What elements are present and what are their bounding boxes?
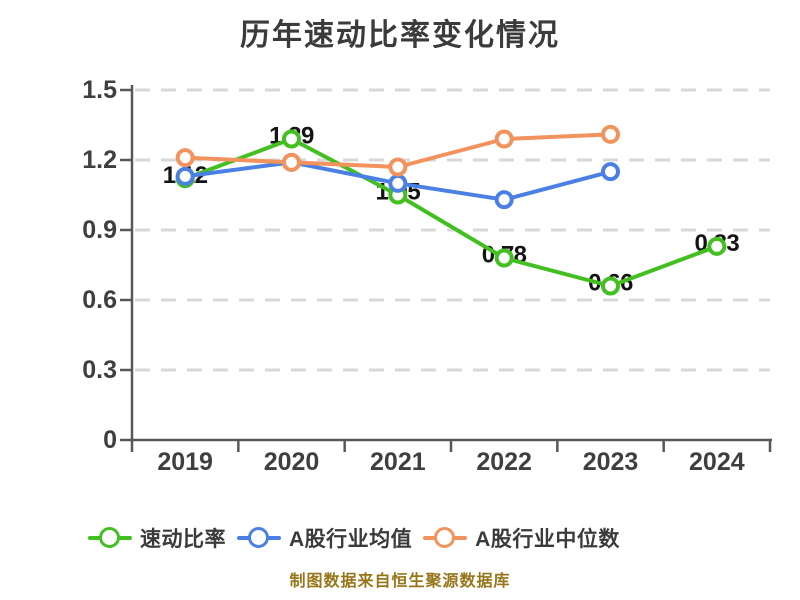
x-tick-label: 2019	[157, 448, 213, 476]
a-share-industry-mean-marker	[175, 166, 195, 186]
a-share-industry-mean-legend-marker-icon	[237, 527, 281, 549]
a-share-industry-mean-marker	[388, 173, 408, 193]
quick-ratio-line	[183, 137, 719, 288]
y-tick-label: 0.3	[82, 356, 117, 384]
a-share-industry-mean-marker	[601, 162, 620, 182]
quick-ratio-marker	[601, 276, 620, 296]
a-share-industry-median-legend-marker-icon	[423, 527, 468, 549]
x-tick-label: 2023	[582, 448, 639, 476]
a-share-industry-median-marker	[601, 124, 620, 144]
a-share-industry-median-marker	[175, 148, 195, 168]
legend-item-a-share-industry-mean: A股行业均值	[237, 523, 412, 553]
quick-ratio-legend-label: 速动比率	[140, 528, 226, 551]
quick-ratio-marker	[494, 248, 514, 268]
a-share-industry-mean-marker	[494, 190, 514, 210]
x-tick-label: 2022	[476, 448, 532, 476]
x-tick-label: 2024	[689, 448, 745, 476]
chart-caption: 制图数据来自恒生聚源数据库	[289, 573, 511, 590]
y-tick-label: 0.9	[82, 216, 117, 244]
a-share-industry-median-marker	[494, 129, 514, 149]
quick-ratio-legend-circle	[99, 527, 120, 548]
y-tick-label: 0	[103, 426, 117, 454]
a-share-industry-median-marker	[282, 152, 301, 172]
legend-item-quick-ratio: 速动比率	[88, 523, 226, 553]
a-share-industry-mean-legend-label: A股行业均值	[289, 528, 413, 551]
legend: 速动比率 A股行业均值 A股行业中位数	[88, 523, 620, 553]
legend-item-a-share-industry-median: A股行业中位数	[423, 523, 620, 553]
x-tick-label: 2021	[370, 448, 426, 476]
quick-ratio-marker	[707, 236, 727, 256]
y-tick-label: 0.6	[82, 286, 117, 314]
quick-ratio-legend-marker-icon	[88, 527, 132, 549]
y-tick-label: 1.2	[82, 146, 117, 174]
chart-title: 历年速动比率变化情况	[240, 19, 560, 52]
a-share-industry-mean-legend-circle	[248, 527, 269, 548]
a-share-industry-median-legend-label: A股行业中位数	[475, 528, 620, 551]
a-share-industry-median-legend-circle	[434, 527, 456, 548]
a-share-industry-median-marker	[388, 157, 408, 177]
quick-ratio-marker	[282, 129, 301, 149]
x-tick-label: 2020	[263, 448, 320, 476]
y-tick-label: 1.5	[82, 76, 117, 104]
